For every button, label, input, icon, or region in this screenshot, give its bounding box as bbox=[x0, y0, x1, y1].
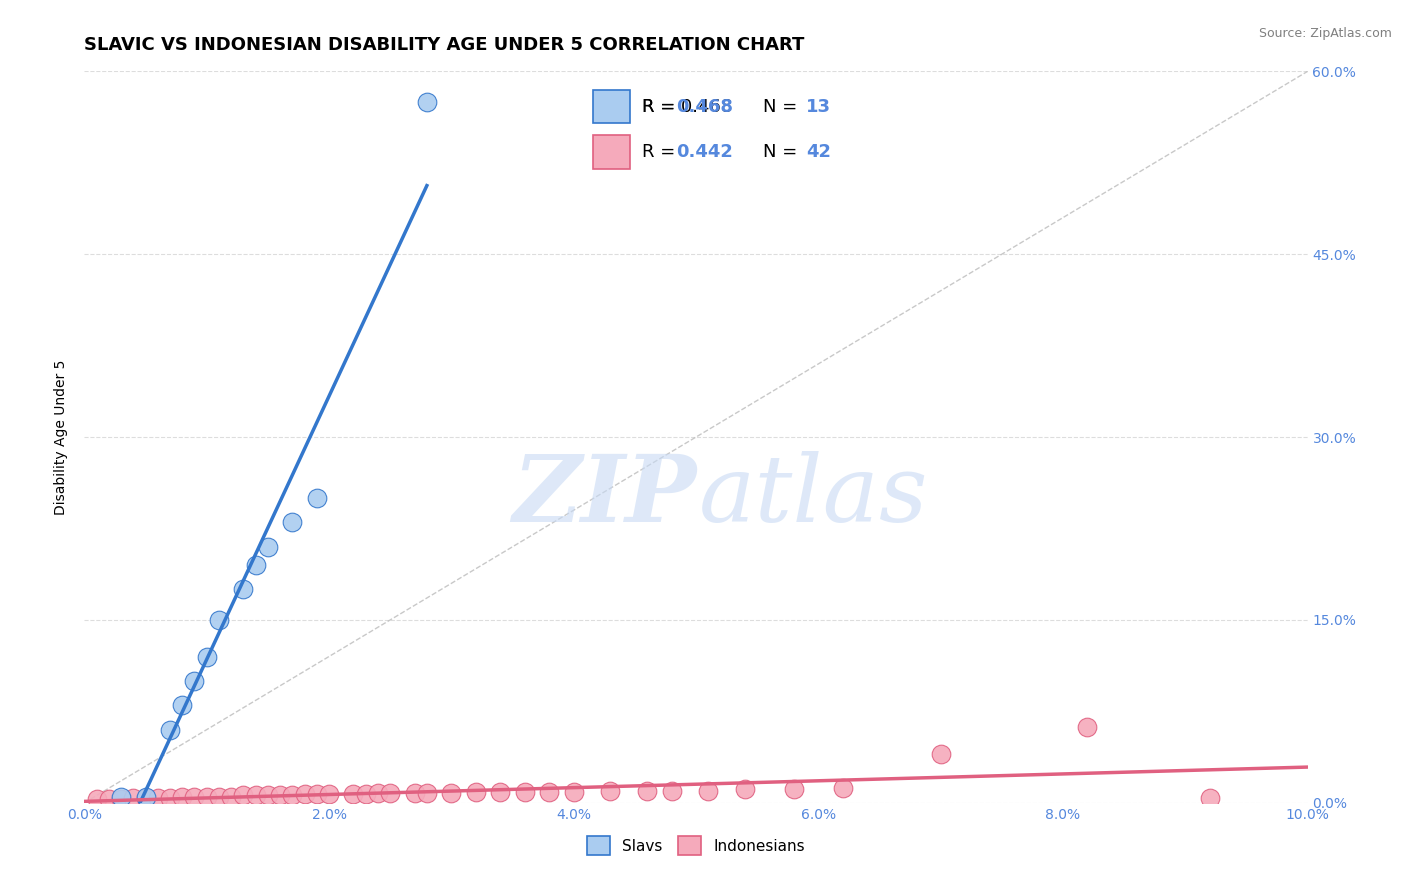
Point bbox=[354, 787, 377, 801]
Point bbox=[245, 789, 267, 803]
Point bbox=[208, 789, 231, 804]
Point bbox=[562, 785, 585, 799]
Point bbox=[122, 791, 145, 805]
Point bbox=[1198, 791, 1220, 805]
Text: 13: 13 bbox=[806, 98, 831, 116]
Point bbox=[831, 781, 853, 796]
Text: 0.442: 0.442 bbox=[676, 143, 733, 161]
Point bbox=[464, 785, 486, 799]
Point bbox=[305, 491, 328, 505]
FancyBboxPatch shape bbox=[593, 136, 630, 169]
Point bbox=[318, 787, 340, 801]
Text: SLAVIC VS INDONESIAN DISABILITY AGE UNDER 5 CORRELATION CHART: SLAVIC VS INDONESIAN DISABILITY AGE UNDE… bbox=[84, 36, 804, 54]
Text: N =: N = bbox=[763, 98, 803, 116]
Point bbox=[195, 649, 218, 664]
Point bbox=[172, 698, 194, 713]
Point bbox=[172, 789, 194, 804]
Text: 0.468: 0.468 bbox=[676, 98, 734, 116]
Point bbox=[416, 95, 439, 109]
Point bbox=[440, 786, 463, 800]
Text: ZIP: ZIP bbox=[512, 450, 696, 541]
Point bbox=[1076, 720, 1098, 734]
Y-axis label: Disability Age Under 5: Disability Age Under 5 bbox=[55, 359, 69, 515]
Point bbox=[135, 791, 157, 805]
Point bbox=[219, 789, 242, 804]
Text: 42: 42 bbox=[806, 143, 831, 161]
FancyBboxPatch shape bbox=[593, 90, 630, 123]
Point bbox=[697, 783, 720, 797]
Point bbox=[135, 789, 157, 804]
Point bbox=[159, 791, 181, 805]
Legend: Slavs, Indonesians: Slavs, Indonesians bbox=[581, 830, 811, 861]
Text: Source: ZipAtlas.com: Source: ZipAtlas.com bbox=[1258, 27, 1392, 40]
Point bbox=[232, 582, 254, 597]
Point bbox=[416, 786, 439, 800]
Point bbox=[783, 782, 806, 797]
Point bbox=[404, 786, 426, 800]
Point bbox=[159, 723, 181, 737]
Text: R =: R = bbox=[643, 98, 682, 116]
Point bbox=[257, 789, 280, 803]
Text: R =: R = bbox=[643, 143, 682, 161]
Point bbox=[269, 789, 291, 803]
Point bbox=[110, 792, 132, 806]
Point bbox=[538, 785, 561, 799]
Text: N =: N = bbox=[763, 143, 803, 161]
Text: atlas: atlas bbox=[699, 450, 928, 541]
Point bbox=[513, 785, 536, 799]
Point bbox=[599, 783, 621, 797]
Point bbox=[232, 789, 254, 803]
Point bbox=[97, 792, 120, 806]
Point bbox=[380, 786, 402, 800]
Point bbox=[86, 792, 108, 806]
Point bbox=[636, 783, 658, 797]
Point bbox=[367, 786, 389, 800]
Point bbox=[281, 789, 304, 803]
Point bbox=[294, 787, 316, 801]
Point bbox=[110, 789, 132, 804]
Point bbox=[342, 787, 364, 801]
Point bbox=[257, 540, 280, 554]
Point bbox=[183, 673, 205, 688]
Point bbox=[929, 747, 952, 761]
Point bbox=[208, 613, 231, 627]
Point bbox=[281, 516, 304, 530]
Point bbox=[734, 782, 756, 797]
Point bbox=[146, 791, 169, 805]
Point bbox=[183, 789, 205, 804]
Point bbox=[489, 785, 512, 799]
Text: R = 0.468: R = 0.468 bbox=[643, 98, 733, 116]
Point bbox=[661, 783, 683, 797]
Point bbox=[305, 787, 328, 801]
Point bbox=[195, 789, 218, 804]
Point bbox=[245, 558, 267, 573]
